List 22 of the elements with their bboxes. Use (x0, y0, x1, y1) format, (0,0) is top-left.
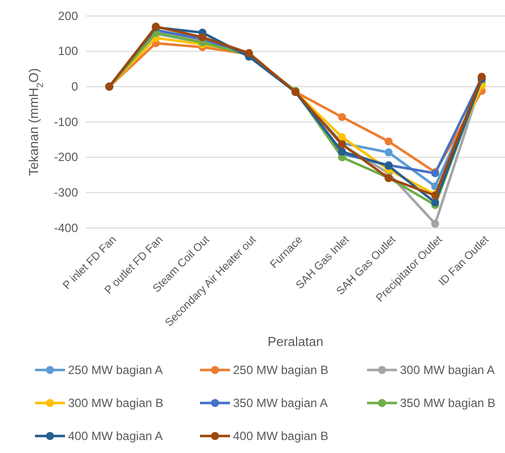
point (384, 148, 393, 156)
y-tick-label: -400 (54, 220, 78, 235)
legend-label: 250 MW bagian A (68, 363, 163, 378)
y-tick-label: -100 (54, 114, 78, 129)
y-tick-label: 100 (58, 44, 78, 58)
legend-label: 400 MW bagian A (68, 429, 163, 444)
legend-label: 300 MW bagian B (68, 396, 164, 410)
point (384, 137, 393, 146)
legend-label: 350 MW bagian A (233, 396, 328, 410)
legend-label: 300 MW bagian A (400, 363, 495, 378)
y-tick-label: -200 (54, 150, 78, 164)
y-tick-label: 0 (71, 80, 78, 94)
point (431, 220, 440, 228)
point (431, 198, 440, 207)
y-tick-label: -300 (54, 186, 78, 200)
point (338, 113, 346, 122)
point (338, 133, 346, 142)
legend-label: 400 MW bagian B (233, 429, 328, 444)
y-tick-label: 200 (58, 8, 78, 23)
x-axis-title: Peralatan (268, 334, 324, 349)
legend-label: 250 MW bagian B (233, 363, 328, 378)
legend-label: 350 MW bagian B (400, 396, 496, 410)
